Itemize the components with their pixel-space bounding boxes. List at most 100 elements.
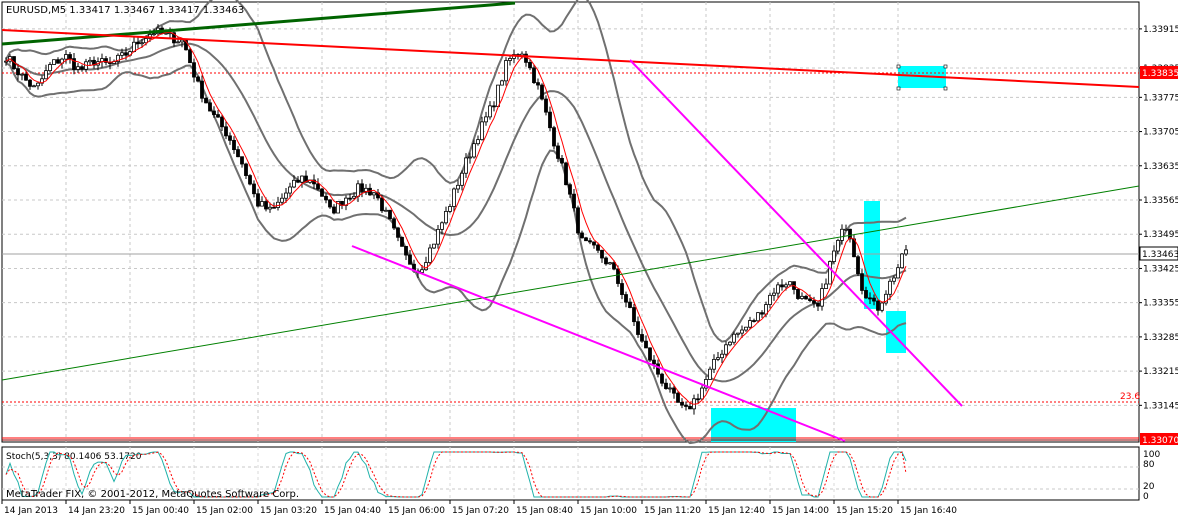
price-tick-label: 1.33425 bbox=[1143, 264, 1178, 274]
time-axis: 14 Jan 2013 14 Jan 23:20 15 Jan 00:40 15 Ja… bbox=[1, 500, 957, 516]
candle-body bbox=[664, 382, 668, 390]
candle-body bbox=[592, 241, 596, 246]
current-price-tag bbox=[1139, 246, 1178, 261]
time-tick-label: 15 Jan 07:20 bbox=[452, 506, 509, 516]
candle-body bbox=[788, 281, 792, 286]
time-tick-label: 15 Jan 12:40 bbox=[708, 506, 765, 516]
candle-body bbox=[232, 139, 236, 151]
candle-body bbox=[244, 163, 248, 176]
candlestick-series bbox=[4, 24, 908, 415]
candle-body bbox=[332, 206, 336, 214]
stoch-level-0: 0 bbox=[1143, 492, 1149, 502]
candle-body bbox=[484, 116, 488, 123]
candle-body bbox=[528, 61, 532, 69]
candle-body bbox=[708, 368, 712, 380]
candle-body bbox=[304, 175, 308, 183]
spike-highlight-box bbox=[864, 201, 880, 309]
candle-body bbox=[396, 227, 400, 238]
candle-body bbox=[508, 58, 512, 61]
candle-body bbox=[456, 184, 460, 190]
price-tick-label: 1.33915 bbox=[1143, 25, 1178, 35]
candle-body bbox=[384, 209, 388, 212]
bottom-price-tag bbox=[1140, 433, 1178, 445]
candle-body bbox=[132, 41, 136, 53]
candle-body bbox=[556, 145, 560, 159]
candle-body bbox=[192, 62, 196, 78]
dark-green-trendline[interactable] bbox=[1, 1, 516, 46]
time-tick-label: 15 Jan 16:40 bbox=[900, 506, 957, 516]
candle-body bbox=[208, 102, 212, 112]
candle-body bbox=[360, 183, 364, 192]
candle-body bbox=[844, 228, 848, 231]
candle-body bbox=[408, 254, 412, 265]
candle-body bbox=[380, 197, 384, 212]
candle-body bbox=[548, 111, 552, 129]
candle-body bbox=[896, 267, 900, 279]
candle-body bbox=[20, 73, 24, 76]
candle-body bbox=[884, 293, 888, 304]
candle-body bbox=[712, 358, 716, 370]
red-resistance-trendline[interactable] bbox=[1, 29, 1140, 88]
candle-body bbox=[460, 172, 464, 186]
candle-body bbox=[432, 243, 436, 249]
candle-body bbox=[732, 333, 736, 343]
candle-body bbox=[288, 186, 292, 194]
bottom-highlight-box bbox=[711, 408, 796, 442]
candle-body bbox=[644, 340, 648, 349]
candle-body bbox=[224, 126, 228, 137]
moving-average-line bbox=[5, 31, 907, 405]
magenta-lower-channel[interactable] bbox=[351, 245, 846, 442]
bollinger-upper-band bbox=[5, 0, 907, 343]
candle-body bbox=[696, 398, 700, 401]
candle-body bbox=[476, 139, 480, 145]
candle-body bbox=[888, 280, 892, 295]
box-handles[interactable] bbox=[896, 64, 948, 91]
price-tick-label: 1.33495 bbox=[1143, 230, 1178, 240]
candle-body bbox=[144, 38, 148, 44]
candle-body bbox=[292, 179, 296, 188]
candle-body bbox=[680, 401, 684, 406]
candle-body bbox=[352, 195, 356, 199]
candle-body bbox=[584, 237, 588, 242]
candle-body bbox=[68, 54, 72, 60]
price-tick-label: 1.33705 bbox=[1143, 128, 1178, 138]
candle-body bbox=[540, 84, 544, 100]
candle-body bbox=[820, 288, 824, 307]
candle-body bbox=[652, 359, 656, 365]
stoch-grid-lines bbox=[2, 447, 1139, 500]
magenta-upper-channel[interactable] bbox=[629, 59, 963, 407]
candle-body bbox=[720, 353, 724, 359]
candle-body bbox=[420, 269, 424, 273]
candle-body bbox=[780, 284, 784, 288]
candle-body bbox=[480, 121, 484, 141]
candle-body bbox=[836, 240, 840, 252]
candle-body bbox=[324, 195, 328, 201]
candle-body bbox=[532, 67, 536, 84]
candle-body bbox=[640, 334, 644, 342]
candle-body bbox=[200, 80, 204, 99]
candle-body bbox=[756, 312, 760, 322]
candle-body bbox=[864, 290, 868, 299]
price-tick-label: 1.33285 bbox=[1143, 333, 1178, 343]
main-plot-frame bbox=[1, 1, 1140, 443]
candle-body bbox=[660, 373, 664, 384]
candle-body bbox=[328, 199, 332, 208]
candle-body bbox=[608, 262, 612, 265]
candle-body bbox=[752, 320, 756, 322]
candle-body bbox=[760, 312, 764, 315]
box-handle[interactable] bbox=[896, 64, 901, 69]
box-handle[interactable] bbox=[943, 86, 948, 91]
candle-body bbox=[236, 149, 240, 158]
time-tick-label: 15 Jan 10:00 bbox=[580, 506, 637, 516]
candle-body bbox=[588, 240, 592, 243]
time-tick-label: 15 Jan 02:00 bbox=[196, 506, 253, 516]
box-handle[interactable] bbox=[896, 86, 901, 91]
time-tick-label: 15 Jan 04:40 bbox=[324, 506, 381, 516]
candle-body bbox=[868, 297, 872, 300]
candle-body bbox=[716, 357, 720, 360]
box-handle[interactable] bbox=[943, 64, 948, 69]
green-channel-line[interactable] bbox=[1, 185, 1140, 381]
bottom-price-label: 1.33070 bbox=[1142, 436, 1178, 446]
price-tick-label: 1.33355 bbox=[1143, 299, 1178, 309]
